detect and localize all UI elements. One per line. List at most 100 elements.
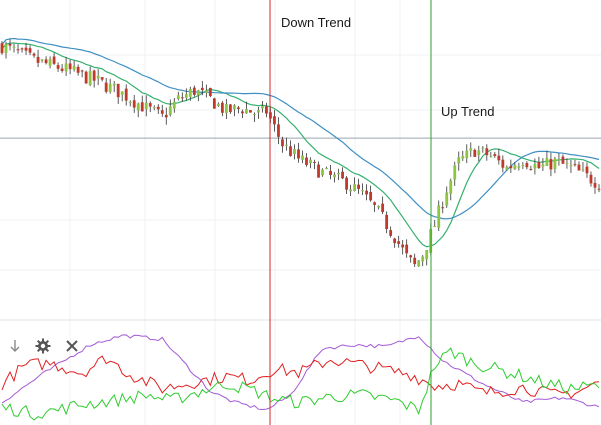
candle [124,84,128,106]
candle-body [457,157,461,164]
candle-body [245,108,248,114]
candle [168,99,172,117]
candle [589,171,593,187]
candle-body [569,165,573,167]
candle-body [465,150,469,159]
candle [565,158,569,169]
candle-body [381,203,385,213]
candle [156,104,160,114]
candle-body [261,105,264,109]
candle [92,69,96,88]
candle [112,80,116,93]
candle-body [541,164,545,167]
candle [257,106,260,119]
candle-body [289,146,292,156]
candle-body [88,71,92,86]
candle-body [257,110,260,113]
candle-body [545,157,549,166]
candle-body [421,256,425,262]
candle [249,110,252,113]
candle [585,162,589,178]
candle-body [273,116,276,125]
candle [401,240,405,255]
candle-body [112,83,116,86]
candle-body [501,159,505,168]
candle-body [176,95,180,100]
candle [132,95,136,113]
candle [513,162,517,171]
candle-body [152,107,156,109]
candle-body [513,165,517,170]
candle [597,184,601,193]
candle [188,86,192,101]
candle-body [16,49,20,51]
candle [501,155,505,173]
close-icon[interactable] [64,338,80,354]
candle-body [313,162,316,164]
candle [369,185,373,202]
candle [449,178,453,201]
arrow-down-icon[interactable] [7,338,23,354]
gear-icon[interactable] [35,338,51,354]
candle [164,107,168,125]
candle [421,255,425,267]
candle [172,98,176,113]
down-trend-label: Down Trend [281,15,352,30]
candle-body [232,105,236,110]
candle [357,178,360,194]
candle [84,70,88,84]
candle-body [369,191,373,201]
candle [385,211,389,234]
candle [533,158,537,175]
candle-body [533,164,537,169]
candle [301,150,304,164]
candle [297,142,300,163]
candle [104,77,108,94]
candle-body [573,164,577,166]
candle [441,201,445,214]
candle [212,97,216,109]
candle [48,56,52,69]
candle-body [4,44,8,54]
candle-body [144,102,148,110]
candle [497,148,501,165]
candle-body [345,177,348,190]
candle-body [577,164,581,171]
candle [128,100,132,107]
candle-body [76,66,80,73]
candle [413,253,417,267]
candle-body [265,106,268,114]
candle-body [277,124,280,137]
candle [80,69,84,78]
candle [220,100,224,117]
candle-body [132,100,136,108]
candle-body [557,159,561,161]
candle [341,167,344,180]
candle [60,64,64,73]
candle-body [321,169,324,176]
candle [36,49,40,67]
candle [317,161,320,178]
candle [345,175,348,194]
candle-body [405,244,409,254]
indicator-line [1,334,600,411]
candle [581,161,585,172]
candle [553,156,557,174]
candle-body [317,164,320,178]
candle [313,159,316,170]
candle-body [393,238,397,244]
candle [337,168,340,181]
candle [417,259,421,267]
candle [228,104,232,114]
candle [349,184,352,196]
candle [549,152,553,177]
candle-body [236,107,240,109]
candle-body [453,165,457,180]
candle-body [341,171,344,179]
candle-body [401,244,405,248]
candle [116,83,120,104]
candle [361,183,365,196]
candle-body [68,63,72,70]
candle-body [373,202,377,205]
trend-lines [269,0,432,425]
